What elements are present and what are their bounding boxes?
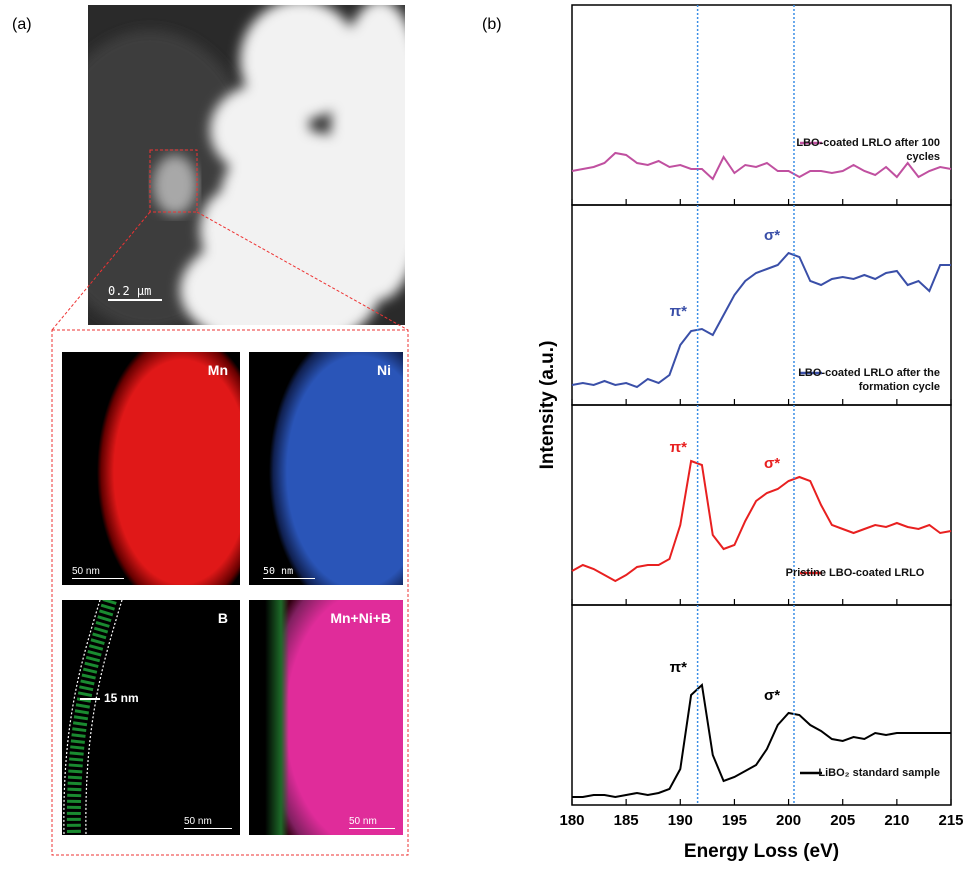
x-tick-label: 190 <box>668 812 693 829</box>
legend-entry: Pristine LBO-coated LRLO <box>780 566 930 580</box>
legend-entry: LBO-coated LRLO after the formation cycl… <box>790 366 940 394</box>
scale-bar: 50 nm <box>72 566 124 579</box>
spectrum-line <box>572 685 951 797</box>
peak-label: π* <box>670 659 687 676</box>
x-tick-label: 210 <box>884 812 909 829</box>
x-tick-label: 185 <box>614 812 639 829</box>
scale-bar: 50 nm <box>263 566 315 579</box>
map-mn: Mn 50 nm <box>62 352 240 585</box>
scale-bar: 50 nm <box>349 816 395 829</box>
peak-label: π* <box>670 439 687 456</box>
thickness-label: 15 nm <box>104 691 139 705</box>
peak-label: π* <box>670 303 687 320</box>
x-tick-label: 195 <box>722 812 747 829</box>
sem-image <box>40 0 430 350</box>
peak-label: σ* <box>764 227 780 244</box>
spectrum-line <box>572 461 951 581</box>
scale-bar-label: 0.2 μm <box>108 284 151 298</box>
map-ni: Ni 50 nm <box>249 352 403 585</box>
scale-bar: 50 nm <box>184 816 232 829</box>
legend-entry: LBO-coated LRLO after 100 cycles <box>790 136 940 164</box>
figure: 180 185 190 195 200 205 210 215 Energy Loss (eV)… <box>0 0 970 872</box>
panel-label: (b) <box>482 16 502 34</box>
x-tick-label: 200 <box>776 812 801 829</box>
panel-label: (a) <box>12 16 32 34</box>
x-tick-label: 180 <box>559 812 584 829</box>
peak-label: σ* <box>764 455 780 472</box>
element-label: Mn <box>208 362 228 378</box>
element-label: Mn+Ni+B <box>330 610 391 626</box>
element-label: Ni <box>377 362 391 378</box>
map-b: B 15 nm 50 nm <box>62 600 240 835</box>
legend-entry: LiBO₂ standard sample <box>790 766 940 780</box>
x-tick-label: 215 <box>938 812 963 829</box>
map-mix: Mn+Ni+B 50 nm <box>249 600 403 835</box>
peak-label: σ* <box>764 687 780 704</box>
x-axis-label: Energy Loss (eV) <box>684 841 839 862</box>
coating-svg <box>62 600 240 835</box>
x-tick-label: 205 <box>830 812 855 829</box>
element-label: B <box>218 610 228 626</box>
y-axis-label: Intensity (a.u.) <box>537 341 558 470</box>
